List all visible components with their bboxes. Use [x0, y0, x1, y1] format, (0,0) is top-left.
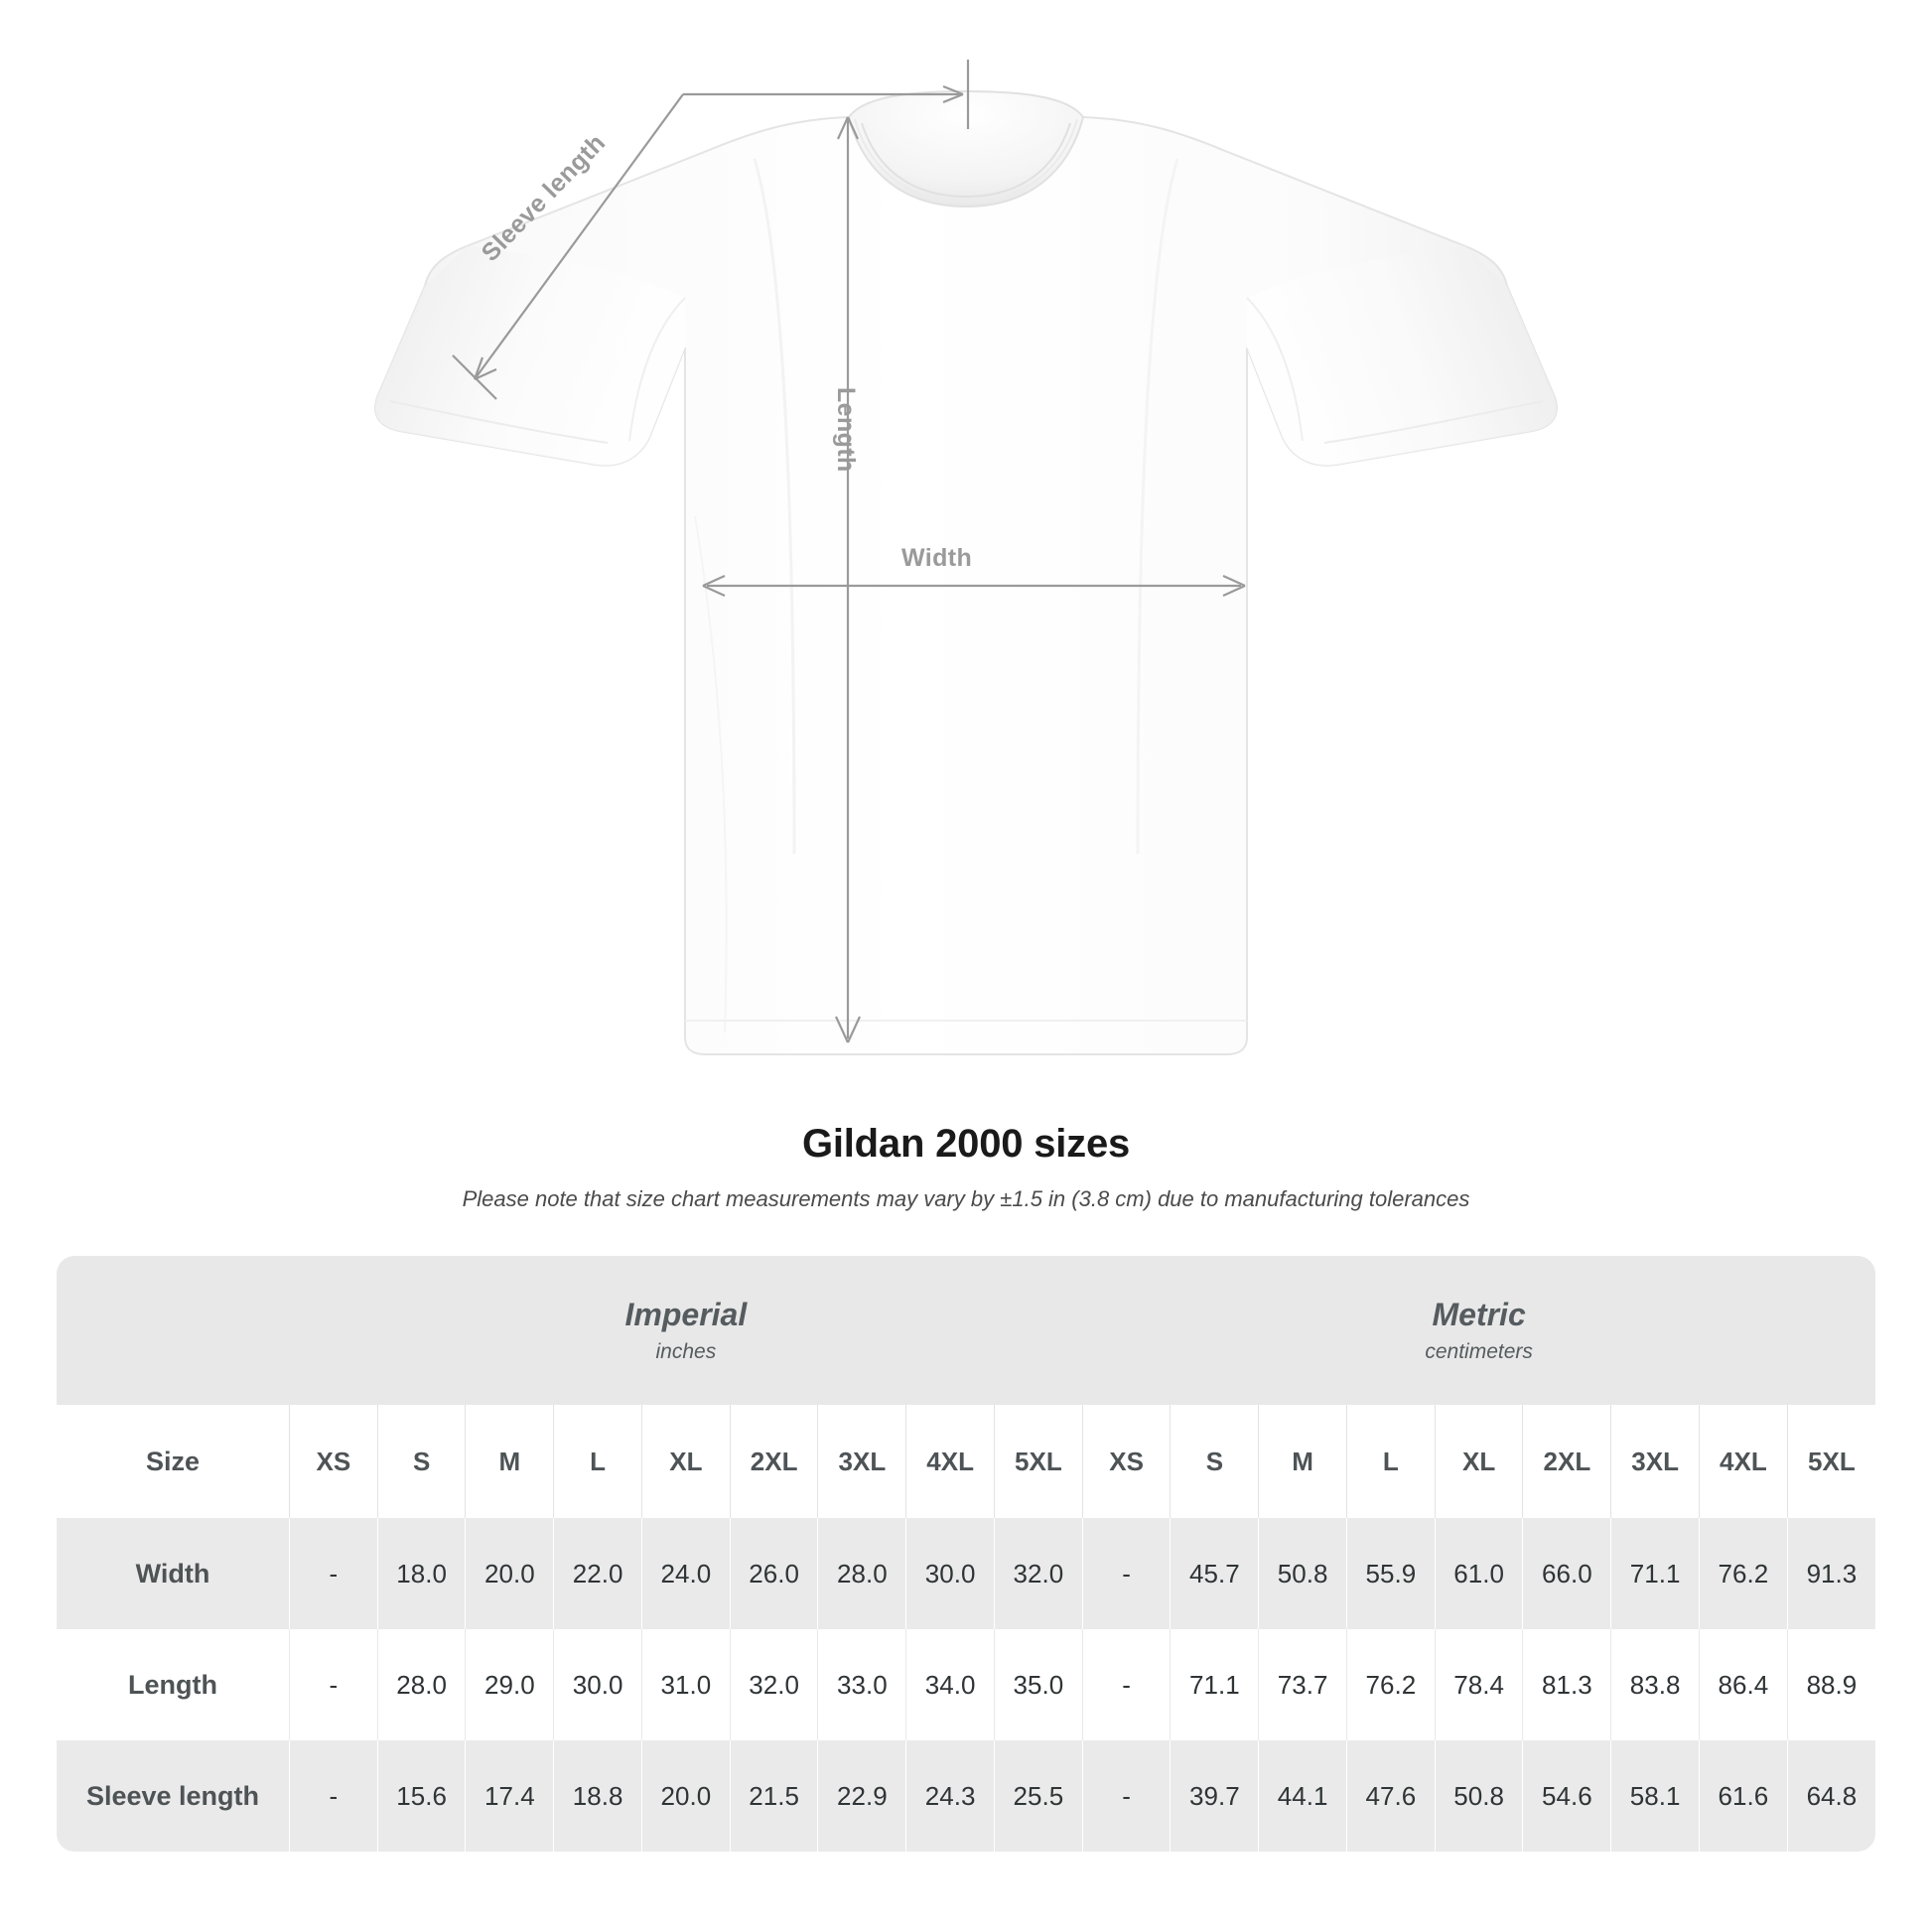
- measurement-cell-metric-m: 73.7: [1258, 1629, 1347, 1740]
- measurement-cell-metric-2xl: 54.6: [1522, 1740, 1612, 1852]
- size-column-header-imperial-3xl: 3XL: [817, 1405, 907, 1518]
- size-column-header-metric-3xl: 3XL: [1610, 1405, 1700, 1518]
- measurement-cell-imperial-s: 18.0: [377, 1518, 467, 1629]
- length-annotation-label: Length: [832, 387, 860, 473]
- measurement-cell-imperial-3xl: 22.9: [817, 1740, 907, 1852]
- measurement-cell-metric-5xl: 91.3: [1787, 1518, 1875, 1629]
- measurement-cell-metric-5xl: 64.8: [1787, 1740, 1875, 1852]
- measurement-cell-imperial-2xl: 21.5: [730, 1740, 819, 1852]
- size-header-row: Size XS S M L XL 2XL 3XL 4XL 5XL XS S M L XL 2XL 3XL 4XL 5…: [57, 1405, 1875, 1518]
- measurement-cell-imperial-m: 20.0: [465, 1518, 555, 1629]
- unit-band-metric: Metric centimeters: [1082, 1256, 1875, 1405]
- measurement-cell-metric-xs: -: [1082, 1740, 1172, 1852]
- measurement-cell-metric-4xl: 61.6: [1699, 1740, 1788, 1852]
- measurement-cell-metric-xl: 78.4: [1435, 1629, 1524, 1740]
- measurement-cell-imperial-4xl: 30.0: [905, 1518, 995, 1629]
- measurement-cell-metric-l: 47.6: [1346, 1740, 1436, 1852]
- measurement-cell-metric-xs: -: [1082, 1629, 1172, 1740]
- size-column-header-metric-m: M: [1258, 1405, 1347, 1518]
- measurement-row-label: Length: [57, 1629, 290, 1740]
- unit-subtitle: centimeters: [1425, 1340, 1533, 1364]
- measurement-cell-imperial-xs: -: [289, 1629, 378, 1740]
- page-title: Gildan 2000 sizes: [801, 1122, 1131, 1166]
- table-row: Width -18.0 20.0 22.0 24.0 26.0 28.0 30.0 32.0-4…: [57, 1518, 1875, 1629]
- size-column-header-metric-2xl: 2XL: [1522, 1405, 1612, 1518]
- measurement-cell-imperial-xl: 24.0: [641, 1518, 731, 1629]
- measurement-cell-metric-s: 45.7: [1170, 1518, 1260, 1629]
- measurement-cell-imperial-2xl: 26.0: [730, 1518, 819, 1629]
- size-column-header-imperial-l: L: [553, 1405, 642, 1518]
- size-column-header-imperial-xl: XL: [641, 1405, 731, 1518]
- measurement-cell-imperial-xl: 20.0: [641, 1740, 731, 1852]
- measurement-row-label: Sleeve length: [57, 1740, 290, 1852]
- measurement-cell-imperial-2xl: 32.0: [730, 1629, 819, 1740]
- measurement-cell-imperial-5xl: 25.5: [994, 1740, 1083, 1852]
- width-annotation-label: Width: [901, 544, 973, 572]
- measurement-cell-imperial-l: 18.8: [553, 1740, 642, 1852]
- measurement-cell-metric-4xl: 86.4: [1699, 1629, 1788, 1740]
- measurement-cell-metric-m: 44.1: [1258, 1740, 1347, 1852]
- size-column-header-imperial-s: S: [377, 1405, 467, 1518]
- unit-band-row: Imperial inches Metric centimeters: [57, 1256, 1875, 1405]
- measurement-cell-imperial-xs: -: [289, 1740, 378, 1852]
- measurement-cell-imperial-l: 22.0: [553, 1518, 642, 1629]
- measurement-cell-metric-m: 50.8: [1258, 1518, 1347, 1629]
- measurement-cell-imperial-4xl: 24.3: [905, 1740, 995, 1852]
- measurement-cell-imperial-3xl: 33.0: [817, 1629, 907, 1740]
- table-row: Length -28.0 29.0 30.0 31.0 32.0 33.0 34.0 35.0-…: [57, 1629, 1875, 1740]
- measurement-cell-metric-3xl: 58.1: [1610, 1740, 1700, 1852]
- size-column-header-imperial-m: M: [465, 1405, 555, 1518]
- size-header-label: Size: [57, 1405, 290, 1518]
- table-row: Sleeve length -15.6 17.4 18.8 20.0 21.5 22.9 24…: [57, 1740, 1875, 1852]
- tshirt-diagram: Sleeve length Length Width: [374, 60, 1558, 1055]
- unit-subtitle: inches: [655, 1340, 717, 1364]
- measurement-cell-imperial-5xl: 32.0: [994, 1518, 1083, 1629]
- measurement-cell-imperial-3xl: 28.0: [817, 1518, 907, 1629]
- unit-band-imperial: Imperial inches: [289, 1256, 1083, 1405]
- measurement-cell-metric-xs: -: [1082, 1518, 1172, 1629]
- measurement-cell-metric-3xl: 83.8: [1610, 1629, 1700, 1740]
- measurement-cell-metric-5xl: 88.9: [1787, 1629, 1875, 1740]
- measurement-cell-metric-2xl: 66.0: [1522, 1518, 1612, 1629]
- measurement-cell-imperial-4xl: 34.0: [905, 1629, 995, 1740]
- tolerance-note: Please note that size chart measurements…: [462, 1186, 1470, 1211]
- size-column-header-imperial-5xl: 5XL: [994, 1405, 1083, 1518]
- measurement-cell-metric-2xl: 81.3: [1522, 1629, 1612, 1740]
- measurement-cell-metric-l: 55.9: [1346, 1518, 1436, 1629]
- measurement-cell-metric-s: 39.7: [1170, 1740, 1260, 1852]
- size-table-container: Imperial inches Metric centimeters Size XS S M L…: [57, 1256, 1875, 1852]
- measurement-cell-imperial-m: 17.4: [465, 1740, 555, 1852]
- measurement-cell-metric-xl: 61.0: [1435, 1518, 1524, 1629]
- size-column-header-metric-5xl: 5XL: [1787, 1405, 1875, 1518]
- measurement-cell-metric-4xl: 76.2: [1699, 1518, 1788, 1629]
- measurement-cell-metric-xl: 50.8: [1435, 1740, 1524, 1852]
- size-column-header-metric-s: S: [1170, 1405, 1260, 1518]
- unit-name: Imperial: [624, 1296, 748, 1332]
- title-block: Gildan 2000 sizes Please note that size …: [0, 1122, 1932, 1212]
- measurement-cell-imperial-m: 29.0: [465, 1629, 555, 1740]
- size-column-header-imperial-xs: XS: [289, 1405, 378, 1518]
- measurement-cell-metric-l: 76.2: [1346, 1629, 1436, 1740]
- size-column-header-metric-4xl: 4XL: [1699, 1405, 1788, 1518]
- size-column-header-metric-xl: XL: [1435, 1405, 1524, 1518]
- measurement-cell-imperial-xs: -: [289, 1518, 378, 1629]
- measurement-cell-imperial-s: 28.0: [377, 1629, 467, 1740]
- measurement-row-label: Width: [57, 1518, 290, 1629]
- size-chart-table: Imperial inches Metric centimeters Size XS S M L…: [57, 1256, 1875, 1852]
- unit-band-spacer: [57, 1256, 290, 1405]
- measurement-cell-imperial-xl: 31.0: [641, 1629, 731, 1740]
- size-column-header-metric-l: L: [1346, 1405, 1436, 1518]
- size-column-header-metric-xs: XS: [1082, 1405, 1172, 1518]
- size-column-header-imperial-4xl: 4XL: [905, 1405, 995, 1518]
- measurement-cell-imperial-l: 30.0: [553, 1629, 642, 1740]
- measurement-cell-metric-s: 71.1: [1170, 1629, 1260, 1740]
- unit-name: Metric: [1432, 1296, 1526, 1332]
- size-column-header-imperial-2xl: 2XL: [730, 1405, 819, 1518]
- measurement-cell-metric-3xl: 71.1: [1610, 1518, 1700, 1629]
- measurement-cell-imperial-s: 15.6: [377, 1740, 467, 1852]
- measurement-cell-imperial-5xl: 35.0: [994, 1629, 1083, 1740]
